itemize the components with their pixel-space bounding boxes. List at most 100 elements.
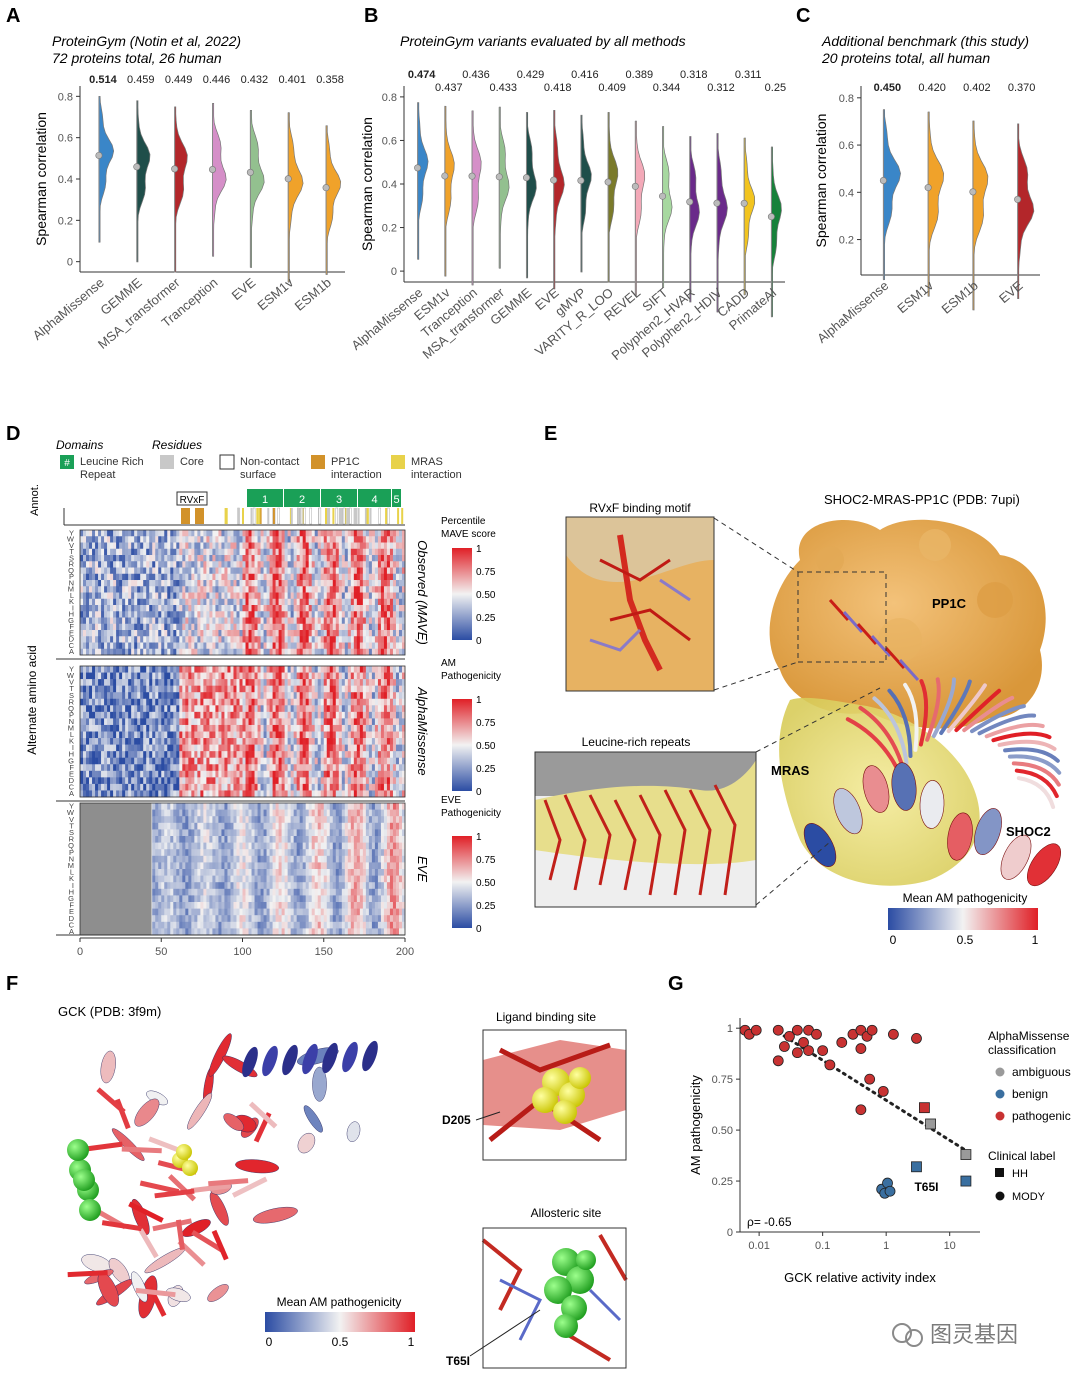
heat-cell xyxy=(263,679,267,686)
heat-cell xyxy=(236,679,240,686)
heat-cell xyxy=(170,580,174,587)
heat-cell xyxy=(368,555,373,562)
heat-cell xyxy=(272,777,276,785)
heat-cell xyxy=(89,611,93,618)
heat-cell xyxy=(182,862,186,870)
heat-cell xyxy=(221,561,225,568)
heat-cell xyxy=(272,738,276,745)
heat-cell xyxy=(164,685,168,693)
heat-cell xyxy=(107,718,111,726)
heat-cell xyxy=(155,636,159,643)
heat-cell xyxy=(131,724,135,732)
heat-cell xyxy=(230,530,234,537)
heat-cell xyxy=(323,605,328,612)
heat-cell xyxy=(194,829,198,837)
heat-cell xyxy=(80,666,84,673)
heat-cell xyxy=(206,548,210,556)
heat-cell xyxy=(311,548,316,556)
heat-cell xyxy=(110,555,114,562)
heat-cell xyxy=(353,542,358,550)
heat-cell xyxy=(308,744,313,752)
heat-cell xyxy=(401,573,406,581)
heat-cell xyxy=(392,536,397,543)
heat-cell xyxy=(155,698,159,706)
heat-cell xyxy=(152,548,156,556)
heat-cell xyxy=(284,555,288,562)
violin-Polyphen2_HVAR xyxy=(689,136,700,303)
heat-cell xyxy=(302,698,306,706)
heat-cell xyxy=(323,666,328,673)
heat-cell xyxy=(149,555,153,562)
heat-cell xyxy=(320,764,325,772)
residue-mark xyxy=(225,508,228,524)
heat-cell xyxy=(224,731,228,739)
heat-cell xyxy=(224,611,228,618)
heat-cell xyxy=(173,738,177,745)
heat-cell xyxy=(146,724,150,732)
heat-cell xyxy=(170,672,174,680)
heat-cell xyxy=(131,611,135,618)
heat-cell xyxy=(128,705,132,713)
heat-cell xyxy=(158,623,162,631)
heat-cell xyxy=(233,642,237,650)
heat-cell xyxy=(185,895,189,903)
heat-cell xyxy=(179,836,183,843)
heat-cell xyxy=(254,542,258,550)
heat-cell xyxy=(107,751,111,758)
heat-cell xyxy=(293,630,297,637)
heat-cell xyxy=(95,731,99,739)
heat-cell xyxy=(176,921,180,929)
heat-cell xyxy=(242,751,246,758)
heat-cell xyxy=(245,718,249,726)
heat-cell xyxy=(374,605,379,612)
heat-cell xyxy=(365,580,370,587)
heat-cell xyxy=(305,530,309,537)
heat-cell xyxy=(164,908,168,916)
heat-cell xyxy=(239,548,243,556)
heat-cell xyxy=(293,648,297,656)
aa-label-F: F xyxy=(69,622,74,631)
heat-cell xyxy=(326,764,331,772)
panel-a-title: ProteinGym (Notin et al, 2022) xyxy=(52,33,241,49)
heat-cell xyxy=(212,548,216,556)
heat-cell xyxy=(194,902,198,909)
heat-cell xyxy=(329,586,334,593)
heat-cell xyxy=(95,555,99,562)
heat-cell xyxy=(128,536,132,543)
heat-cell xyxy=(368,738,373,745)
heat-cell xyxy=(338,636,343,643)
heat-cell xyxy=(161,902,165,909)
heat-cell xyxy=(143,548,147,556)
heat-cell xyxy=(326,642,331,650)
heat-cell xyxy=(296,790,300,798)
heat-cell xyxy=(86,617,90,625)
heat-cell xyxy=(317,777,322,785)
heat-cell xyxy=(278,530,282,537)
heat-cell xyxy=(224,598,228,606)
heat-cell xyxy=(191,611,195,618)
heat-cell xyxy=(182,770,186,778)
heat-cell xyxy=(176,630,180,637)
heat-cell xyxy=(320,770,325,778)
heat-cell xyxy=(230,705,234,713)
heat-cell xyxy=(383,757,388,765)
heat-cell xyxy=(356,764,361,772)
heat-cell xyxy=(248,630,252,637)
heat-cell xyxy=(101,548,105,556)
heat-cell xyxy=(80,705,84,713)
heat-cell xyxy=(323,617,328,625)
heat-cell xyxy=(254,536,258,543)
heat-cell xyxy=(332,744,337,752)
heat-cell xyxy=(215,536,219,543)
heat-cell xyxy=(155,536,159,543)
heat-cell xyxy=(317,705,322,713)
heat-cell xyxy=(317,598,322,606)
heat-cell xyxy=(311,757,316,765)
heat-cell xyxy=(191,636,195,643)
heat-cell xyxy=(83,751,87,758)
heat-cell xyxy=(116,548,120,556)
heat-cell xyxy=(341,536,346,543)
heat-cell xyxy=(119,666,123,673)
heat-cell xyxy=(170,724,174,732)
heat-cell xyxy=(302,666,306,673)
